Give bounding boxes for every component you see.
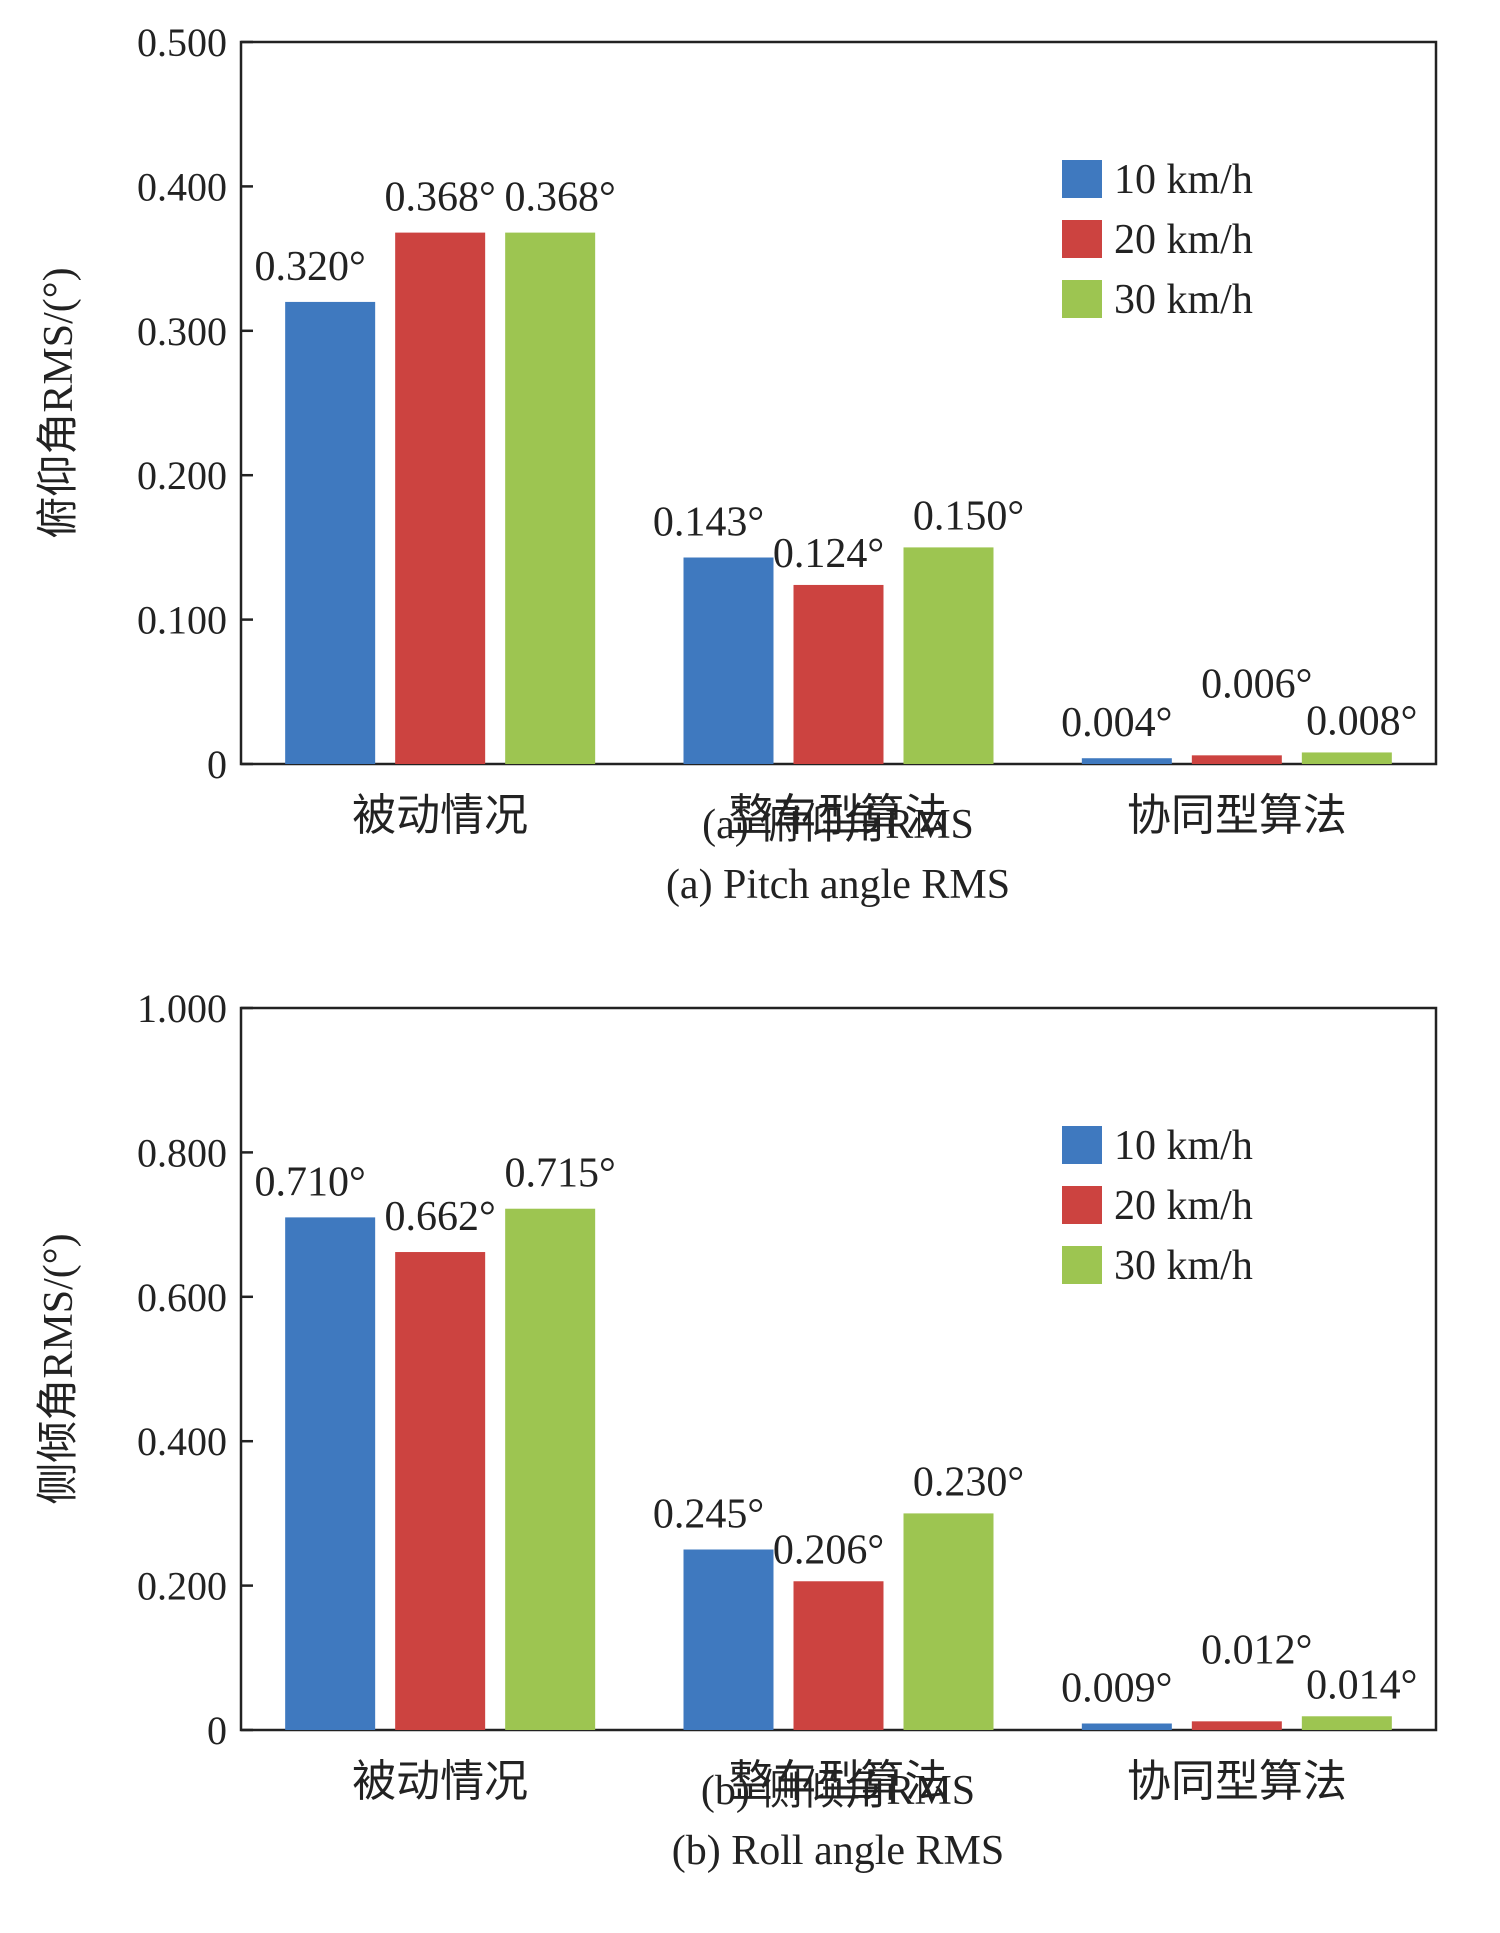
legend-swatch [1062,160,1102,198]
caption-english: (b) Roll angle RMS [672,1828,1005,1874]
bar [1301,1716,1392,1730]
category-label: 被动情况 [352,791,528,840]
legend-swatch [1062,1186,1102,1224]
y-tick-label: 0.600 [137,1275,227,1320]
category-label: 协同型算法 [1127,1757,1347,1806]
category-label: 整车型算法 [729,1757,949,1806]
bar [505,232,596,764]
y-tick-label: 0.200 [137,1564,227,1609]
y-tick-label: 0.400 [137,164,227,209]
chart-panel-roll: 0 0.200 0.400 0.600 0.800 1.000 侧倾角RMS/(°) 0.71… [0,966,1500,1932]
category-label: 协同型算法 [1127,791,1347,840]
y-tick-label: 0.100 [137,598,227,643]
caption-english: (a) Pitch angle RMS [666,862,1010,908]
bar [1081,1723,1172,1730]
legend-label: 10 km/h [1114,1123,1253,1169]
legend-swatch [1062,280,1102,318]
y-tick-label: 0.400 [137,1419,227,1464]
bar [1191,755,1282,764]
y-tick-label: 0.300 [137,309,227,354]
legend-label: 30 km/h [1114,1243,1253,1289]
y-tick-label: 0.500 [137,20,227,65]
pitch-angle-chart: 0 0.100 0.200 0.300 0.400 0.500 俯仰角RMS/(°) 0.32… [35,20,1438,908]
bar-data-label: 0.230° [913,1459,1024,1505]
bar [1301,752,1392,764]
bar [395,232,486,764]
bar [395,1252,486,1730]
bar-data-label: 0.245° [653,1492,764,1538]
y-tick-label: 0.800 [137,1130,227,1175]
bar [505,1208,596,1730]
bar-data-label: 0.206° [773,1527,884,1573]
legend-swatch [1062,220,1102,258]
legend-label: 10 km/h [1114,157,1253,203]
y-axis-label: 侧倾角RMS/(°) [36,1233,82,1504]
caption-chinese: (a) 俯仰角RMS [702,801,974,848]
roll-angle-chart: 0 0.200 0.400 0.600 0.800 1.000 侧倾角RMS/(°) 0.71… [36,986,1438,1874]
y-tick-label: 0 [207,1708,227,1753]
bar [793,1581,884,1730]
bar-data-label: 0.368° [505,175,616,221]
legend-swatch [1062,1246,1102,1284]
bar [1191,1721,1282,1730]
bar-data-label: 0.004° [1061,700,1172,746]
bar-data-label: 0.143° [653,500,764,546]
bar [683,557,774,764]
legend-label: 20 km/h [1114,1183,1253,1229]
category-label: 整车型算法 [729,791,949,840]
bar-data-label: 0.320° [255,244,366,290]
bar-data-label: 0.124° [773,531,884,577]
bar [683,1549,774,1730]
bar-data-label: 0.150° [913,493,1024,539]
bar [903,1513,994,1730]
y-tick-label: 0 [207,742,227,787]
bar [1081,758,1172,764]
bar-data-label: 0.014° [1306,1662,1417,1708]
bar-data-label: 0.368° [385,175,496,221]
bar [285,301,376,764]
y-tick-label: 1.000 [137,986,227,1031]
category-label: 被动情况 [352,1757,528,1806]
bar-data-label: 0.715° [505,1151,616,1197]
caption-chinese: (b) 侧倾角RMS [701,1768,975,1814]
bar [285,1217,376,1730]
legend-label: 30 km/h [1114,277,1253,323]
bar [903,547,994,764]
y-axis-label: 俯仰角RMS/(°) [35,267,82,538]
chart-panel-pitch: 0 0.100 0.200 0.300 0.400 0.500 俯仰角RMS/(°) 0.32… [0,0,1500,966]
bar-data-label: 0.009° [1061,1666,1172,1712]
legend-label: 20 km/h [1114,217,1253,263]
y-tick-label: 0.200 [137,453,227,498]
bar [793,584,884,764]
legend-swatch [1062,1126,1102,1164]
bar-data-label: 0.710° [255,1159,366,1205]
bar-data-label: 0.662° [385,1194,496,1240]
bar-data-label: 0.006° [1201,661,1312,707]
bar-data-label: 0.012° [1201,1627,1312,1673]
bar-data-label: 0.008° [1306,698,1417,744]
